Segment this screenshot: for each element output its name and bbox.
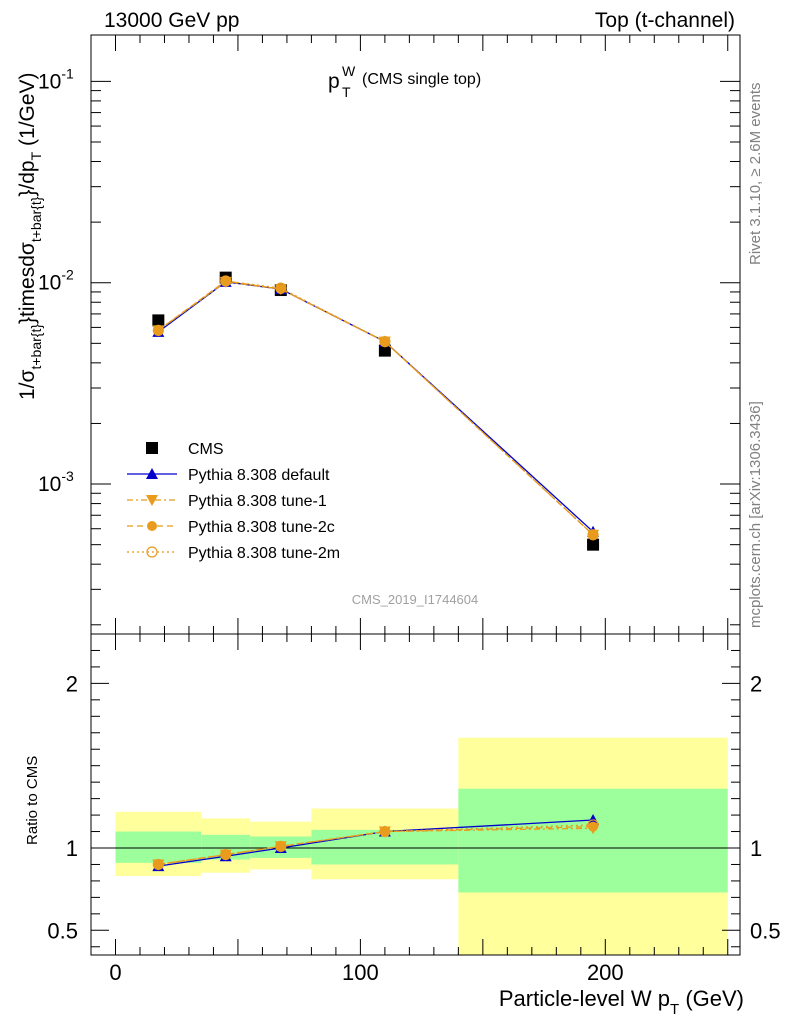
ratio-band-inner [115, 831, 202, 863]
main-point-pythia-8-308-tune-2c [275, 284, 286, 295]
main-point-pythia-8-308-tune-2m [152, 324, 164, 336]
ratio-uncertainty-bands [115, 737, 728, 955]
legend: CMS Pythia 8.308 default Pythia 8.308 tune… [127, 441, 340, 562]
plot-title-main: p [328, 70, 340, 93]
main-point-pythia-8-308-tune-2m [587, 529, 599, 541]
legend-marker-pythia-8-308-tune-1 [146, 495, 158, 506]
main-point-pythia-8-308-tune-2m [275, 282, 287, 294]
ratio-series-group [152, 814, 600, 872]
main-ylabel: 1/σt+bar{t}}timesdσt+bar{t}}/dpT (1/GeV) [16, 72, 44, 400]
ratio-y-tick-label: 0.5 [750, 918, 781, 943]
ratio-point-pythia-8-308-tune-2m [587, 819, 599, 831]
ratio-point-pythia-8-308-tune-2m [220, 848, 232, 861]
ratio-y-tick-label: 1 [66, 836, 78, 861]
legend-marker-pythia-8-308-tune-2c [147, 521, 157, 531]
main-point-pythia-8-308-tune-2m [379, 336, 391, 348]
ratio-y-tick-label: 1 [750, 836, 762, 861]
legend-marker-cms [146, 442, 158, 454]
x-tick-label: 0 [109, 960, 121, 985]
header-left: 13000 GeV pp [104, 9, 239, 32]
plot-title: p T W (CMS single top) [328, 63, 481, 100]
ratio-point-pythia-8-308-tune-2m [379, 825, 391, 838]
x-tick-label: 100 [342, 960, 379, 985]
legend-label-pythia-8-308-tune-1: Pythia 8.308 tune-1 [188, 493, 327, 510]
ratio-point-pythia-8-308-tune-2c [379, 826, 390, 837]
legend-label-pythia-8-308-tune-2m: Pythia 8.308 tune-2m [188, 545, 340, 562]
legend-marker-pythia-8-308-tune-2m [146, 546, 158, 558]
main-point-cms [378, 344, 391, 357]
legend-marker-pythia-8-308-default [146, 468, 158, 479]
main-y-tick-label: 10-2 [38, 267, 74, 295]
ratio-y-tick-label: 2 [750, 671, 762, 696]
main-point-cms [152, 314, 165, 327]
main-y-tick-label: 10-1 [38, 65, 74, 93]
ratio-line-pythia-8-308-tune-2m [158, 824, 594, 866]
ratio-plot-frame [90, 633, 741, 956]
ratio-ylabel: Ratio to CMS [24, 756, 41, 845]
x-tick-label: 200 [587, 960, 624, 985]
main-series-group [152, 271, 600, 551]
main-line-pythia-8-308-tune-2m [157, 280, 594, 536]
side-text-lower: mcplots.cern.ch [arXiv:1306.3436] [747, 401, 764, 628]
analysis-id: CMS_2019_I1744604 [352, 592, 479, 607]
axis-ticks [91, 35, 740, 955]
header-right: Top (t-channel) [595, 9, 735, 32]
plot-title-sup: W [342, 63, 356, 79]
plot-title-suffix: (CMS single top) [362, 71, 481, 88]
ratio-y-tick-label: 0.5 [47, 918, 78, 943]
main-point-pythia-8-308-tune-2m [220, 275, 232, 287]
tick-labels: 0 100 200 0.5 0.5 1 1 2 2 10-3 10-2 10-1 [38, 65, 781, 985]
side-text-upper: Rivet 3.1.10, ≥ 2.6M events [747, 83, 764, 266]
legend-label-cms: CMS [188, 441, 224, 458]
legend-label-pythia-8-308-tune-2c: Pythia 8.308 tune-2c [188, 519, 335, 536]
main-point-cms [587, 538, 600, 551]
plot-title-sub: T [342, 84, 351, 100]
main-y-tick-label: 10-3 [38, 468, 74, 496]
ratio-point-pythia-8-308-tune-2m [152, 858, 164, 871]
ratio-point-pythia-8-308-tune-2c [220, 849, 231, 860]
ratio-point-pythia-8-308-tune-2m [275, 840, 287, 852]
ratio-band-inner [458, 788, 728, 893]
x-axis-label: Particle-level W pT (GeV) [499, 986, 744, 1018]
ratio-point-pythia-8-308-tune-2c [275, 841, 286, 852]
ratio-y-tick-label: 2 [66, 671, 78, 696]
legend-label-pythia-8-308-default: Pythia 8.308 default [188, 467, 330, 484]
